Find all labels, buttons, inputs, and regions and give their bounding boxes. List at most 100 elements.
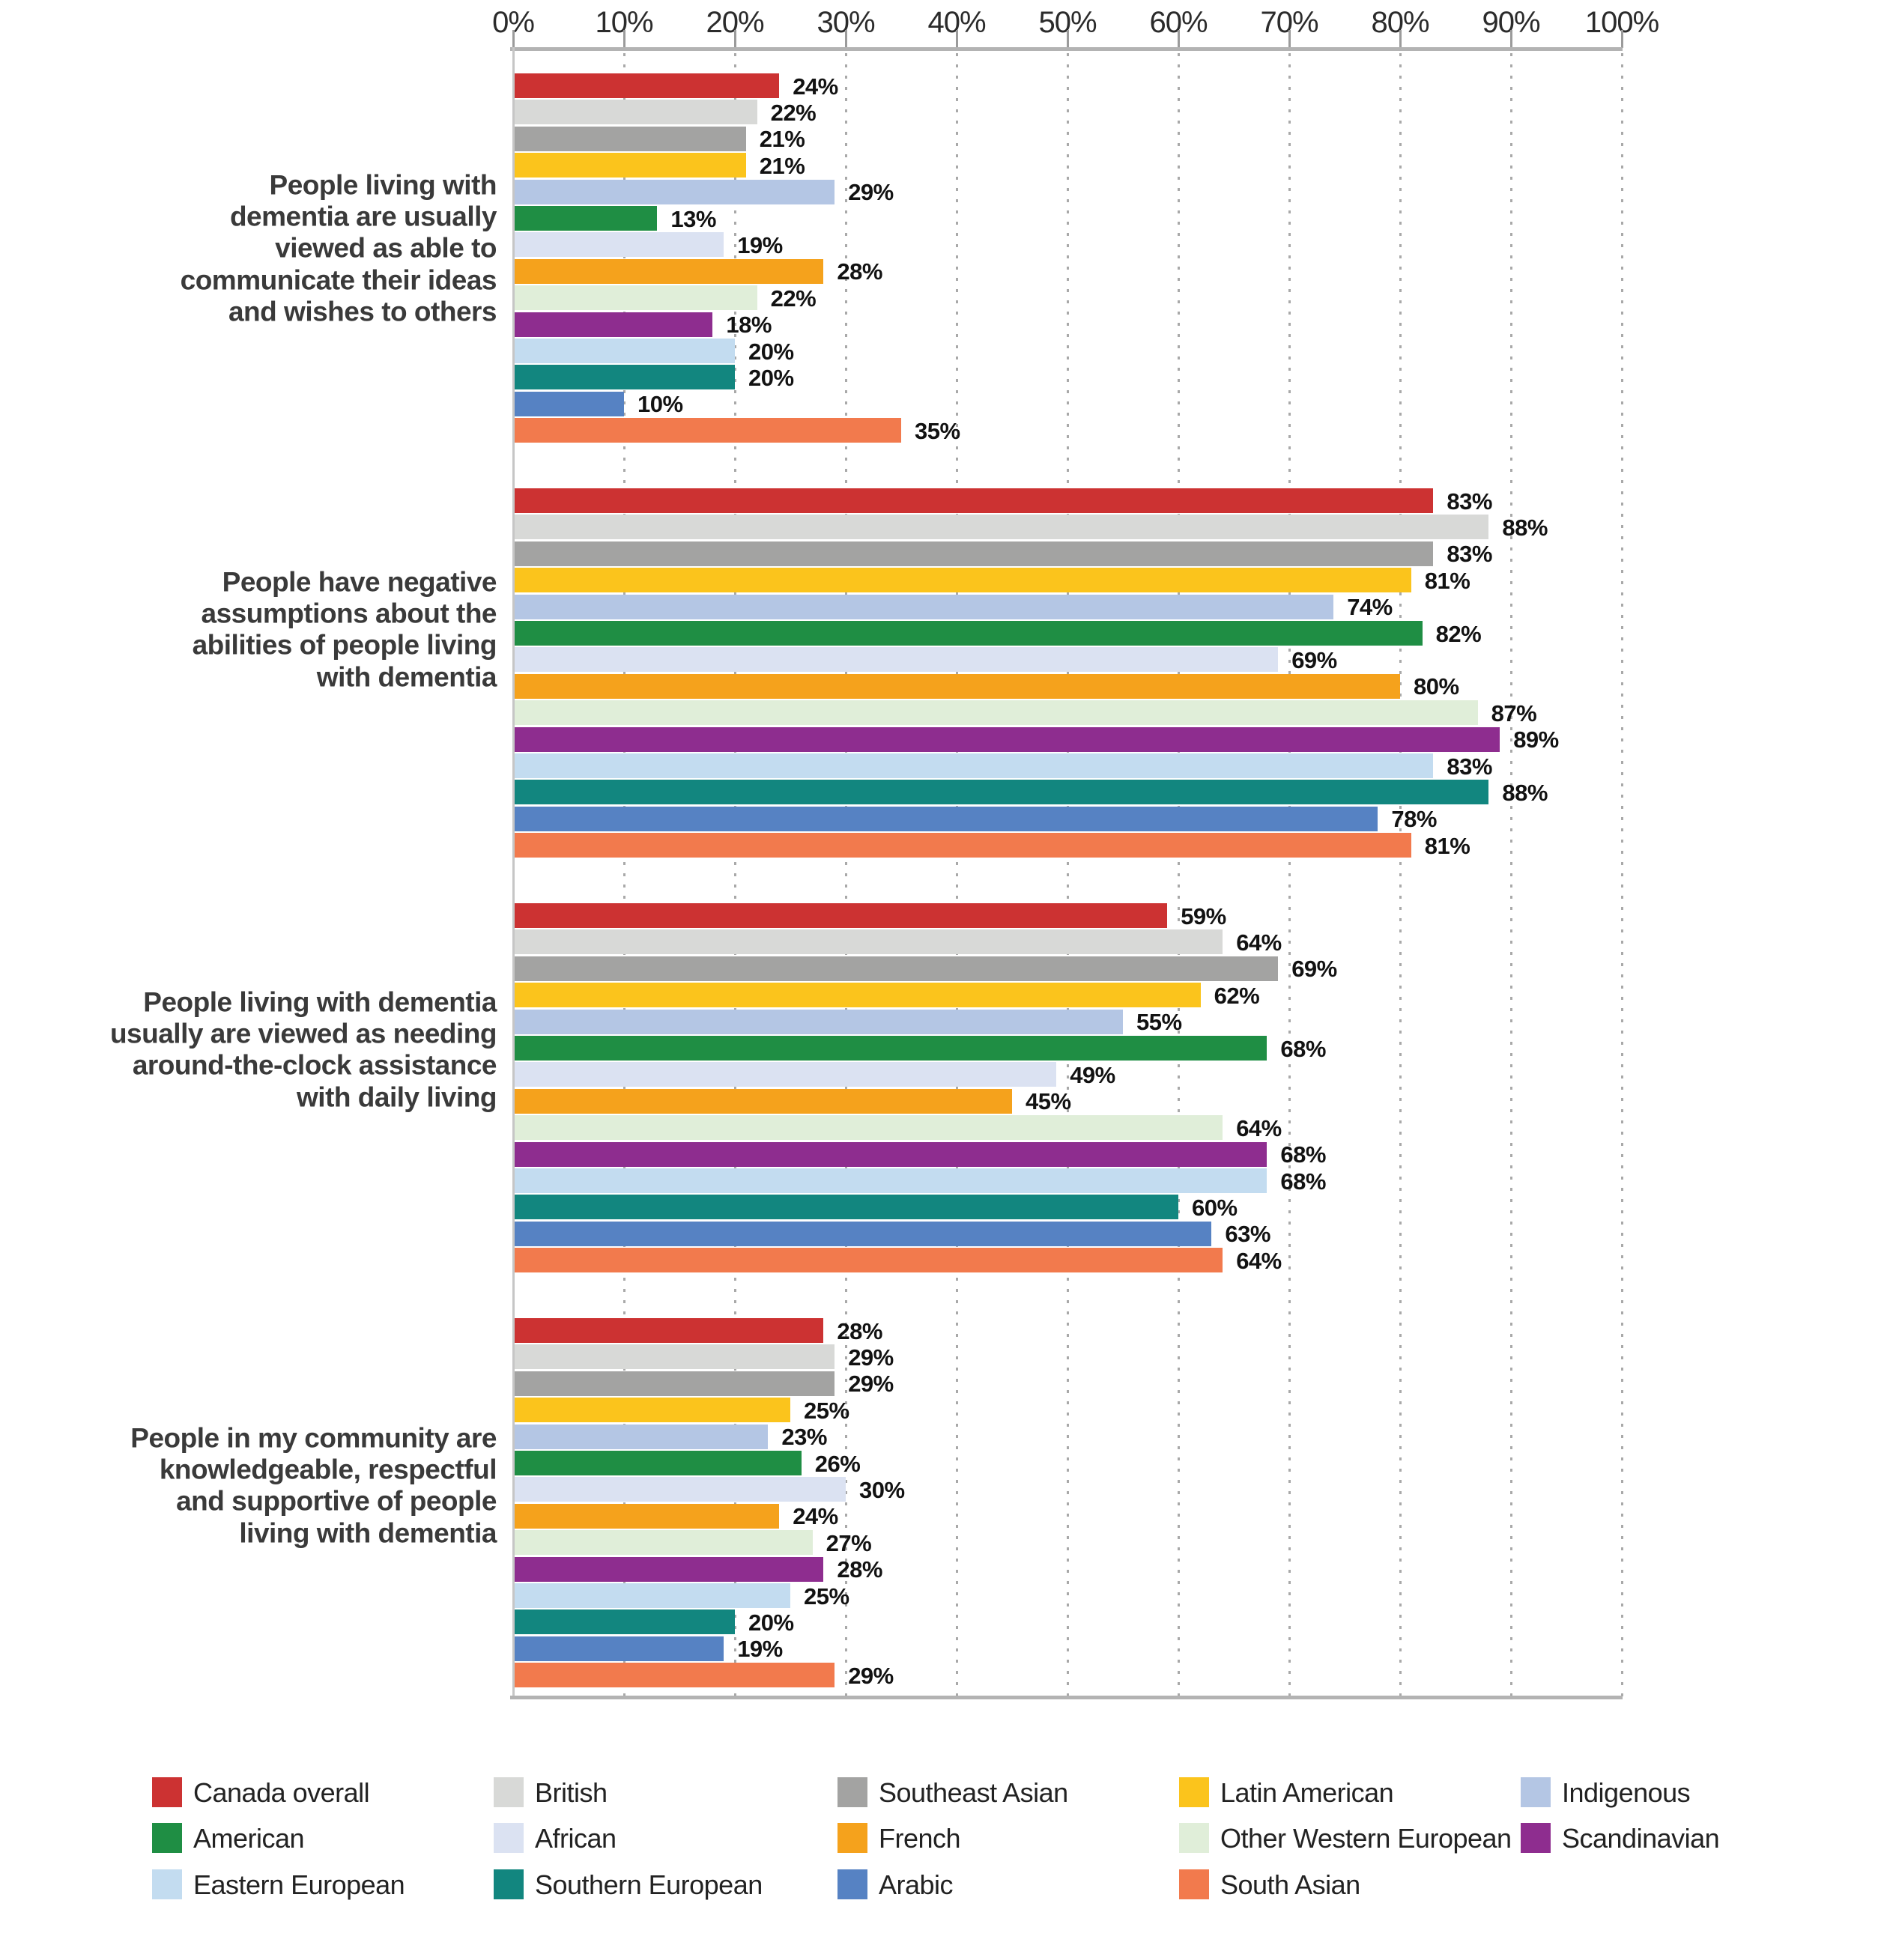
value-label: 68% <box>1280 1035 1326 1062</box>
bar-african <box>515 1062 1057 1087</box>
x-tick-mark <box>1510 30 1512 48</box>
value-label: 30% <box>859 1476 905 1503</box>
legend-swatch <box>494 1869 524 1899</box>
bar-british <box>515 929 1223 955</box>
value-label: 21% <box>759 126 805 153</box>
bar-french <box>515 1088 1012 1114</box>
bar-canada-overall <box>515 488 1434 513</box>
x-tick-mark <box>1621 30 1623 48</box>
value-label: 13% <box>670 205 716 232</box>
bar-other-western-european <box>515 1530 813 1556</box>
value-label: 21% <box>759 152 805 179</box>
x-axis-bottom-line <box>510 1696 1623 1699</box>
value-label: 29% <box>848 179 894 206</box>
value-label: 87% <box>1491 700 1537 726</box>
dotted-gridline <box>1288 53 1291 1699</box>
bar-african <box>515 647 1279 673</box>
legend-label: French <box>879 1823 961 1854</box>
bar-scandinavian <box>515 312 713 337</box>
legend-swatch <box>152 1777 182 1807</box>
bar-scandinavian <box>515 1556 824 1582</box>
legend-swatch <box>1179 1777 1209 1807</box>
legend-swatch <box>837 1869 867 1899</box>
legend-label: Southeast Asian <box>879 1777 1068 1808</box>
dotted-gridline <box>734 53 736 1699</box>
x-tick-mark <box>1288 30 1291 48</box>
legend-swatch <box>1521 1777 1551 1807</box>
legend-label: American <box>193 1823 305 1854</box>
legend-swatch <box>837 1777 867 1807</box>
legend-swatch <box>1521 1823 1551 1853</box>
x-tick-mark <box>623 30 626 48</box>
bar-southeast-asian <box>515 541 1434 566</box>
x-tick-mark <box>1399 30 1402 48</box>
bar-canada-overall <box>515 73 780 98</box>
legend-label: Canada overall <box>193 1777 370 1808</box>
value-label: 23% <box>781 1424 827 1451</box>
dotted-gridline <box>1399 53 1402 1699</box>
category-label: People living with dementia usually are v… <box>109 986 497 1113</box>
value-label: 88% <box>1502 514 1548 541</box>
bar-american <box>515 206 658 231</box>
value-label: 20% <box>748 1609 794 1636</box>
value-label: 24% <box>793 73 838 100</box>
x-tick-mark <box>734 30 736 48</box>
bar-british <box>515 515 1489 540</box>
value-label: 18% <box>726 312 772 339</box>
value-label: 26% <box>814 1450 861 1477</box>
legend-swatch <box>1179 1869 1209 1899</box>
legend-label: African <box>535 1823 617 1854</box>
value-label: 88% <box>1502 779 1548 806</box>
value-label: 49% <box>1070 1061 1115 1088</box>
dotted-gridline <box>1067 53 1069 1699</box>
bar-south-asian <box>515 418 901 443</box>
value-label: 63% <box>1225 1221 1270 1248</box>
bar-canada-overall <box>515 1318 824 1343</box>
bar-african <box>515 232 724 258</box>
value-label: 83% <box>1447 488 1492 515</box>
legend-label: Other Western European <box>1220 1823 1512 1854</box>
x-tick-mark <box>1067 30 1069 48</box>
value-label: 81% <box>1424 832 1470 859</box>
value-label: 81% <box>1424 567 1470 594</box>
value-label: 10% <box>637 391 683 418</box>
bar-eastern-european <box>515 753 1434 778</box>
legend-swatch <box>152 1869 182 1899</box>
value-label: 64% <box>1236 1114 1282 1141</box>
bar-arabic <box>515 1636 724 1661</box>
bar-other-western-european <box>515 700 1478 726</box>
value-label: 29% <box>848 1344 894 1371</box>
legend-label: Southern European <box>535 1869 763 1900</box>
legend-label: Indigenous <box>1562 1777 1691 1808</box>
bar-eastern-european <box>515 1168 1267 1193</box>
bar-south-asian <box>515 1663 835 1688</box>
bar-southern-european <box>515 365 735 390</box>
value-label: 83% <box>1447 753 1492 780</box>
bar-british <box>515 1344 835 1370</box>
dotted-gridline <box>1510 53 1512 1699</box>
value-label: 19% <box>737 231 783 258</box>
legend-swatch <box>494 1823 524 1853</box>
bar-southern-european <box>515 1195 1178 1220</box>
bar-southern-european <box>515 780 1489 805</box>
value-label: 29% <box>848 1662 894 1689</box>
value-label: 28% <box>837 1317 882 1344</box>
value-label: 22% <box>770 99 817 126</box>
value-label: 69% <box>1291 956 1337 983</box>
bar-southeast-asian <box>515 956 1279 981</box>
value-label: 60% <box>1192 1194 1238 1221</box>
legend-swatch <box>1179 1823 1209 1853</box>
bar-arabic <box>515 806 1378 831</box>
dotted-gridline <box>956 53 958 1699</box>
bar-eastern-european <box>515 1583 790 1608</box>
bar-american <box>515 621 1423 646</box>
legend-label: British <box>535 1777 608 1808</box>
bar-scandinavian <box>515 726 1500 752</box>
dotted-gridline <box>623 53 626 1699</box>
bar-french <box>515 258 824 284</box>
value-label: 74% <box>1347 594 1393 621</box>
x-tick-mark <box>845 30 847 48</box>
value-label: 80% <box>1414 673 1459 700</box>
legend-swatch <box>152 1823 182 1853</box>
bar-other-western-european <box>515 285 757 311</box>
